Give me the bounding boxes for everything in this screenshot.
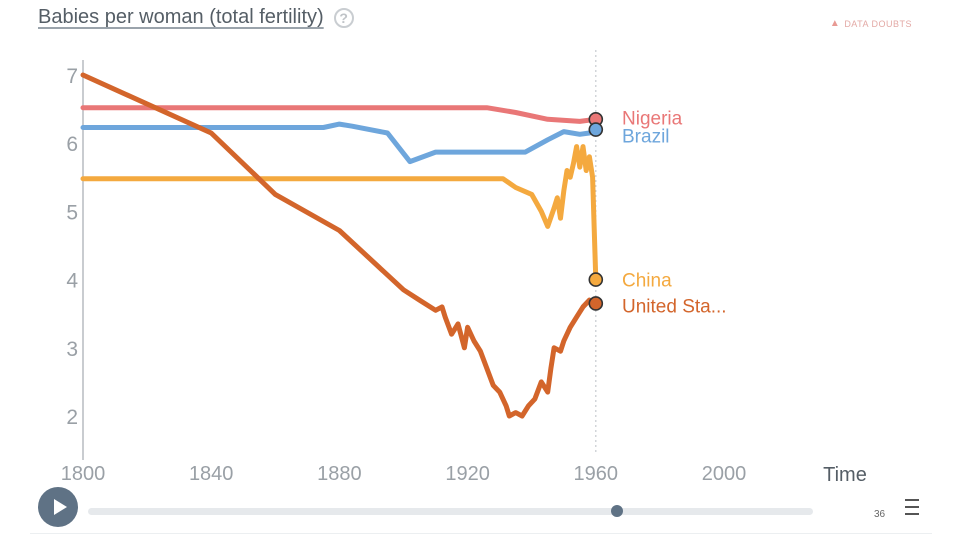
chart-title[interactable]: Babies per woman (total fertility): [38, 6, 324, 28]
x-axis-label: Time: [823, 464, 867, 486]
help-icon[interactable]: ?: [333, 7, 354, 28]
warning-icon: ▲: [829, 18, 841, 29]
x-tick-label: 1960: [574, 463, 619, 485]
x-tick-label: 1920: [445, 463, 490, 485]
x-tick-label: 1800: [61, 463, 106, 485]
series-marker-united-states: [588, 296, 604, 311]
title-row: Babies per woman (total fertility) ?: [38, 6, 354, 29]
series-line-brazil: [80, 121, 599, 165]
time-slider-handle[interactable]: [611, 505, 624, 517]
y-tick-label: 3: [66, 338, 78, 361]
series-line-china: [80, 144, 599, 283]
series-layer: [80, 72, 599, 419]
series-marker-china: [588, 272, 604, 287]
series-label-brazil: Brazil: [622, 127, 670, 148]
series-marker-brazil: [588, 122, 604, 137]
x-tick-label: 1880: [317, 463, 362, 485]
divider: [30, 533, 932, 534]
series-line-united-states: [80, 72, 599, 419]
y-tick-label: 6: [66, 133, 78, 156]
series-label-united-states: United Sta...: [622, 296, 727, 317]
axes-layer: 2 3 4 5 6 7 1800 1840 1880 1920 1960 2000 Time: [61, 50, 867, 486]
data-doubts-link[interactable]: ▲ DATA DOUBTS: [830, 18, 912, 29]
data-doubts-label: DATA DOUBTS: [844, 18, 912, 29]
y-tick-label: 4: [66, 270, 78, 293]
time-slider[interactable]: [88, 505, 813, 517]
y-tick-label: 5: [66, 201, 78, 224]
series-line-nigeria: [80, 105, 599, 124]
play-button[interactable]: [38, 487, 78, 527]
series-label-nigeria: Nigeria: [622, 108, 683, 129]
speed-value: 36: [874, 509, 886, 520]
x-tick-label: 2000: [702, 463, 747, 485]
speed-menu-icon[interactable]: [905, 499, 919, 525]
y-tick-label: 2: [66, 406, 78, 429]
x-tick-label: 1840: [189, 463, 234, 485]
y-tick-label: 7: [66, 65, 78, 88]
play-icon: [53, 499, 67, 515]
series-label-china: China: [622, 271, 672, 292]
marker-layer: [588, 112, 604, 311]
